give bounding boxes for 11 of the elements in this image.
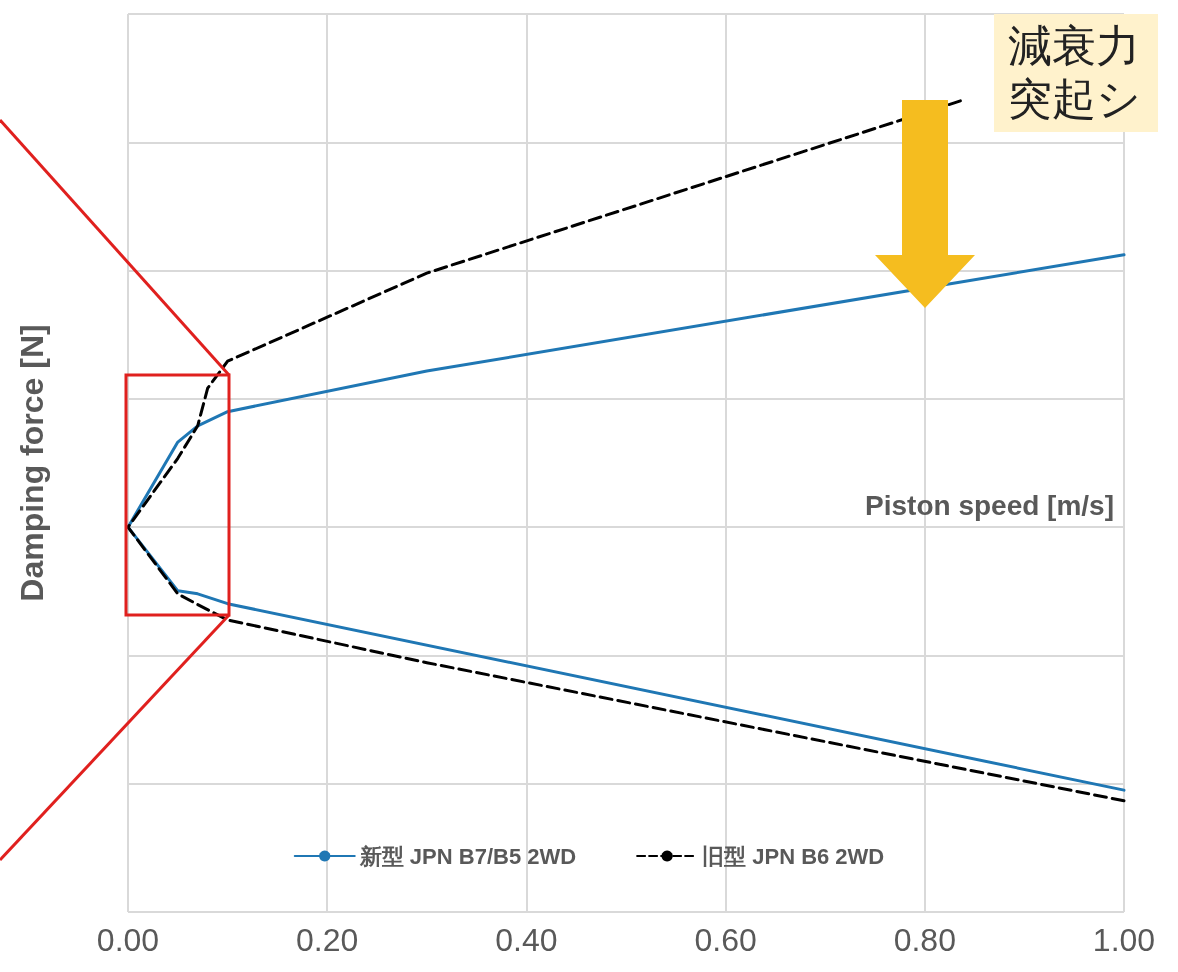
annotation: 減衰力突起シ — [993, 14, 1158, 132]
x-tick-label: 0.80 — [893, 922, 956, 958]
x-tick-label: 1.00 — [1092, 922, 1156, 958]
legend-label: 旧型 JPN B6 2WD — [702, 843, 885, 869]
legend-label: 新型 JPN B7/B5 2WD — [358, 843, 577, 869]
x-tick-label: 0.00 — [96, 922, 160, 958]
y-axis-title: Damping force [N] — [14, 324, 50, 602]
x-tick-label: 0.60 — [694, 922, 757, 958]
x-axis-title: Piston speed [m/s] — [865, 489, 1114, 521]
x-tick-label: 0.40 — [495, 922, 558, 958]
x-tick-label: 0.20 — [296, 922, 359, 958]
